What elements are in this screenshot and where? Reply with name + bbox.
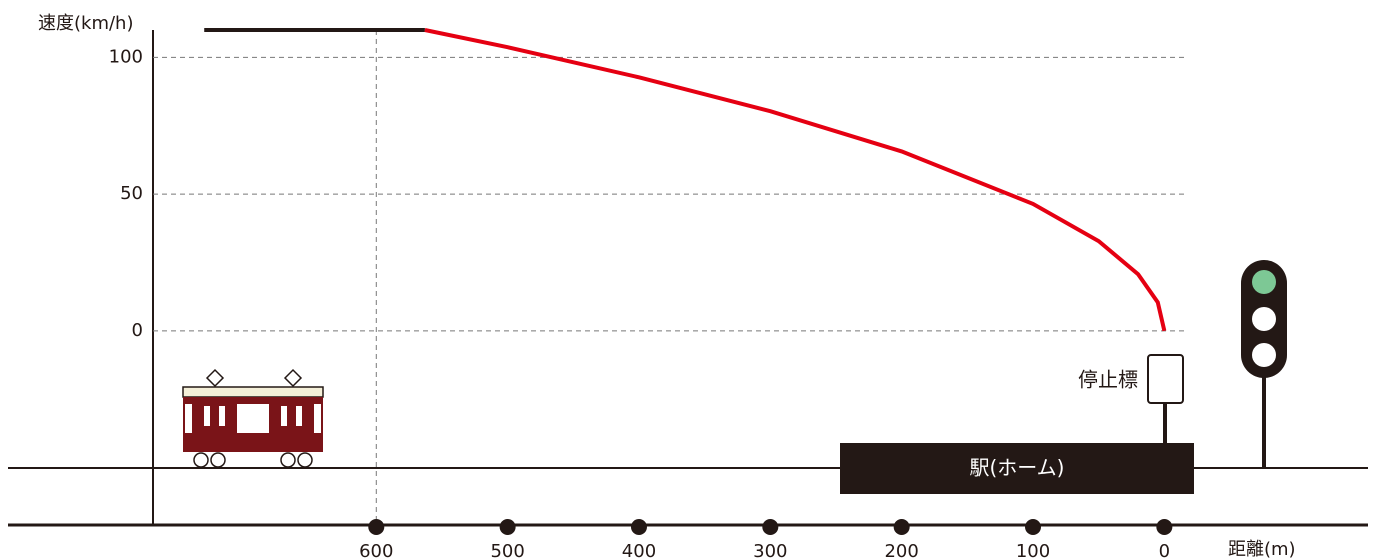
x-tick-dot xyxy=(893,519,910,535)
signal-light xyxy=(1252,343,1276,367)
x-tick-dot xyxy=(1156,519,1173,535)
signal-light xyxy=(1252,307,1276,331)
signal-light xyxy=(1252,270,1276,294)
x-tick-label: 100 xyxy=(1016,541,1050,560)
x-tick-label: 400 xyxy=(622,541,656,560)
x-tick-dot xyxy=(630,519,647,535)
stop-marker xyxy=(1147,354,1184,404)
x-tick-dot xyxy=(499,519,516,535)
stop-marker-label: 停止標 xyxy=(1078,368,1138,392)
speed-line xyxy=(424,28,1167,332)
x-tick-label: 600 xyxy=(359,541,393,560)
y-axis-label: 速度(km/h) xyxy=(38,13,133,34)
station-platform xyxy=(840,443,1194,494)
x-tick-dot xyxy=(1025,519,1042,535)
x-tick-label: 300 xyxy=(753,541,787,560)
train xyxy=(182,368,324,468)
x-tick-label: 0 xyxy=(1159,541,1170,560)
x-tick-label: 500 xyxy=(490,541,524,560)
x-tick-dot xyxy=(368,519,385,535)
x-tick-label: 200 xyxy=(884,541,918,560)
station-label: 駅(ホーム) xyxy=(969,456,1064,480)
y-tick-label: 100 xyxy=(109,46,143,67)
y-tick-label: 50 xyxy=(120,183,143,204)
y-tick-label: 0 xyxy=(132,320,143,341)
x-tick-dot xyxy=(762,519,779,535)
x-axis-label: 距離(m) xyxy=(1228,539,1296,560)
